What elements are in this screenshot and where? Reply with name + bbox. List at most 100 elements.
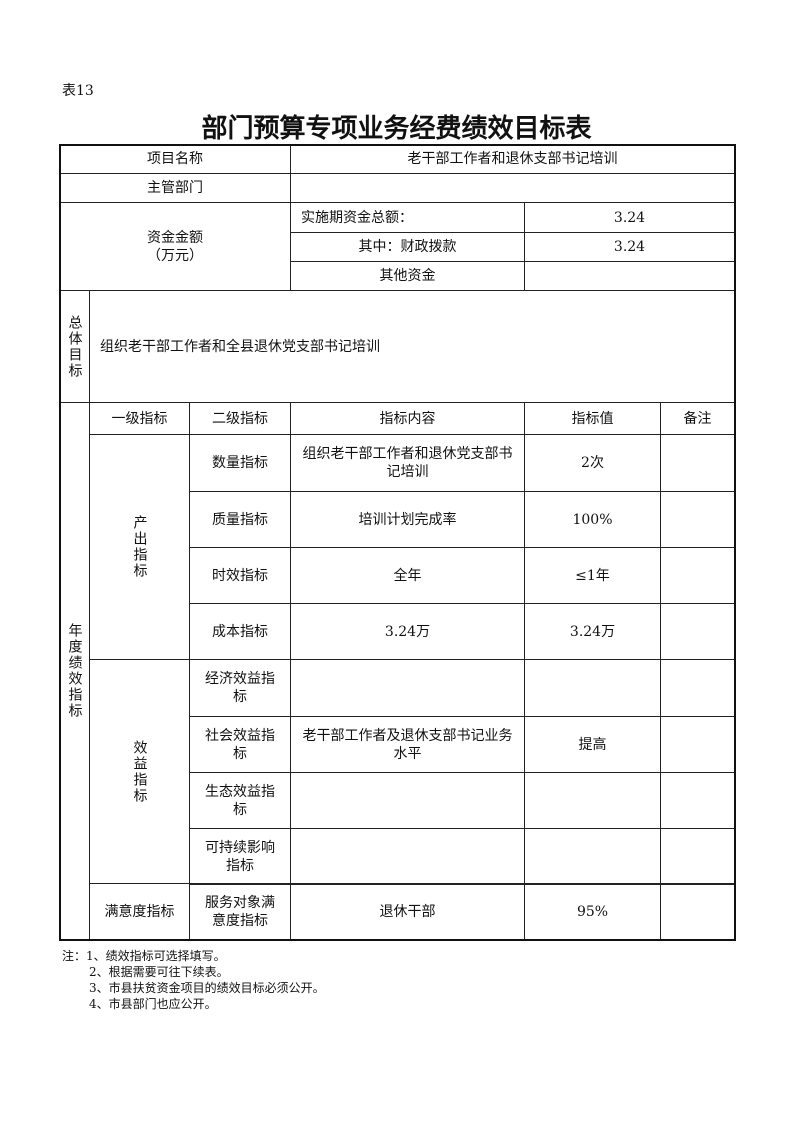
indicator-note xyxy=(660,491,735,548)
funds-fiscal-value: 3.24 xyxy=(524,232,735,262)
header-cell: 指标值 xyxy=(524,402,661,435)
project-name-label: 项目名称 xyxy=(59,144,291,174)
indicator-content: 3.24万 xyxy=(290,603,525,660)
indicator-value-text: 3.24万 xyxy=(569,623,616,640)
note: 3、市县扶贫资金项目的绩效目标必须公开。 xyxy=(89,981,325,995)
header-cell-text: 备注 xyxy=(683,410,712,427)
note: 注：1、绩效指标可选择填写。 xyxy=(62,949,226,963)
dept-label: 主管部门 xyxy=(59,173,291,203)
page-title: 部门预算专项业务经费绩效目标表 xyxy=(201,114,592,144)
funds-total-label: 实施期资金总额： xyxy=(290,202,525,233)
benefit-label-text: 效益指标 xyxy=(131,739,148,804)
funds-other-label-text: 其他资金 xyxy=(379,268,436,284)
indicator-l2: 社会效益指标 xyxy=(189,716,291,773)
goal-label: 总体目标 xyxy=(59,290,90,403)
goal-value-text: 组织老干部工作者和全县退休党支部书记培训 xyxy=(100,338,380,355)
indicator-l2-text: 成本指标 xyxy=(212,623,268,640)
indicator-l2: 经济效益指标 xyxy=(189,659,291,717)
funds-total-value-text: 3.24 xyxy=(613,209,646,226)
indicator-content-text: 培训计划完成率 xyxy=(358,511,457,528)
indicator-note xyxy=(660,603,735,660)
indicator-l2: 可持续影响指标 xyxy=(189,828,291,885)
output-label: 产出指标 xyxy=(89,434,190,660)
indicator-note xyxy=(660,772,735,829)
indicator-value: ≤1年 xyxy=(524,547,661,604)
annual-label: 年度绩效指标 xyxy=(59,402,90,940)
indicator-value: 100% xyxy=(524,491,661,548)
header-cell-text: 一级指标 xyxy=(111,410,168,427)
satisfaction-label-text: 满意度指标 xyxy=(104,903,175,920)
indicator-value-text: 100% xyxy=(572,511,613,528)
header-cell: 二级指标 xyxy=(189,402,291,435)
indicator-note xyxy=(660,659,735,717)
header-cell-text: 指标内容 xyxy=(379,410,436,427)
funds-label: 资金金额 （万元） xyxy=(59,202,291,291)
indicator-note xyxy=(660,883,735,940)
header-cell: 一级指标 xyxy=(89,402,190,435)
header-cell-text: 二级指标 xyxy=(212,410,268,427)
funds-total-value: 3.24 xyxy=(524,202,735,233)
indicator-l2: 成本指标 xyxy=(189,603,291,660)
output-label-text: 产出指标 xyxy=(131,515,148,579)
indicator-content: 全年 xyxy=(290,547,525,604)
project-name-label-text: 项目名称 xyxy=(147,151,203,167)
indicator-l2: 生态效益指标 xyxy=(189,772,291,829)
indicator-content: 组织老干部工作者和退休党支部书记培训 xyxy=(290,434,525,492)
funds-unit: （万元） xyxy=(147,247,203,264)
indicator-l2-text: 可持续影响指标 xyxy=(205,839,275,874)
goal-value: 组织老干部工作者和全县退休党支部书记培训 xyxy=(89,290,735,403)
indicator-l2-text: 经济效益指标 xyxy=(205,671,275,705)
indicator-content: 培训计划完成率 xyxy=(290,491,525,548)
indicator-l2: 数量指标 xyxy=(189,434,291,492)
indicator-l2: 服务对象满意度指标 xyxy=(189,883,291,940)
indicator-content xyxy=(290,659,525,717)
indicator-content-text: 老干部工作者及退休支部书记业务水平 xyxy=(302,727,513,762)
indicator-content: 老干部工作者及退休支部书记业务水平 xyxy=(290,716,525,773)
satisfaction-label: 满意度指标 xyxy=(89,883,190,940)
indicator-value-text: 提高 xyxy=(578,736,607,753)
indicator-content-text: 全年 xyxy=(393,567,422,584)
indicator-content-text: 退休干部 xyxy=(379,903,436,920)
indicator-l2: 时效指标 xyxy=(189,547,291,604)
indicator-value xyxy=(524,659,661,717)
funds-fiscal-value-text: 3.24 xyxy=(613,239,646,255)
indicator-note xyxy=(660,547,735,604)
indicator-l2-text: 数量指标 xyxy=(212,455,268,471)
indicator-value: 提高 xyxy=(524,716,661,773)
dept-value xyxy=(290,173,735,203)
indicator-value xyxy=(524,828,661,885)
table-number: 表13 xyxy=(62,83,94,99)
indicator-l2-text: 生态效益指标 xyxy=(205,783,275,818)
indicator-value: 2次 xyxy=(524,434,661,492)
funds-fiscal-label: 其中：财政拨款 xyxy=(290,232,525,262)
note: 2、根据需要可往下续表。 xyxy=(89,965,229,979)
funds-total-label-text: 实施期资金总额： xyxy=(301,209,413,226)
note: 4、市县部门也应公开。 xyxy=(89,997,217,1011)
indicator-note xyxy=(660,828,735,885)
header-cell: 备注 xyxy=(660,402,735,435)
project-name-value-text: 老干部工作者和退休支部书记培训 xyxy=(407,151,618,167)
goal-label-text: 总体目标 xyxy=(66,314,83,379)
indicator-content xyxy=(290,772,525,829)
indicator-l2-text: 质量指标 xyxy=(212,511,268,528)
header-cell-text: 指标值 xyxy=(571,410,614,427)
indicator-value: 3.24万 xyxy=(524,603,661,660)
funds-fiscal-label-text: 其中：财政拨款 xyxy=(358,239,457,255)
funds-other-label: 其他资金 xyxy=(290,261,525,291)
funds-other-value xyxy=(524,261,735,291)
indicator-value-text: 2次 xyxy=(581,455,604,471)
indicator-content: 退休干部 xyxy=(290,883,525,940)
notes: 注：1、绩效指标可选择填写。 2、根据需要可往下续表。 3、市县扶贫资金项目的绩… xyxy=(62,948,325,1012)
indicator-content xyxy=(290,828,525,885)
indicator-note xyxy=(660,716,735,773)
funds-label-text: 资金金额 xyxy=(147,229,203,246)
indicator-value xyxy=(524,772,661,829)
dept-label-text: 主管部门 xyxy=(147,180,203,196)
indicator-l2-text: 社会效益指标 xyxy=(205,727,275,762)
indicator-content-text: 3.24万 xyxy=(384,623,431,640)
indicator-value: 95% xyxy=(524,883,661,940)
indicator-value-text: 95% xyxy=(576,903,609,920)
indicator-note xyxy=(660,434,735,492)
indicator-content-text: 组织老干部工作者和退休党支部书记培训 xyxy=(302,446,513,480)
